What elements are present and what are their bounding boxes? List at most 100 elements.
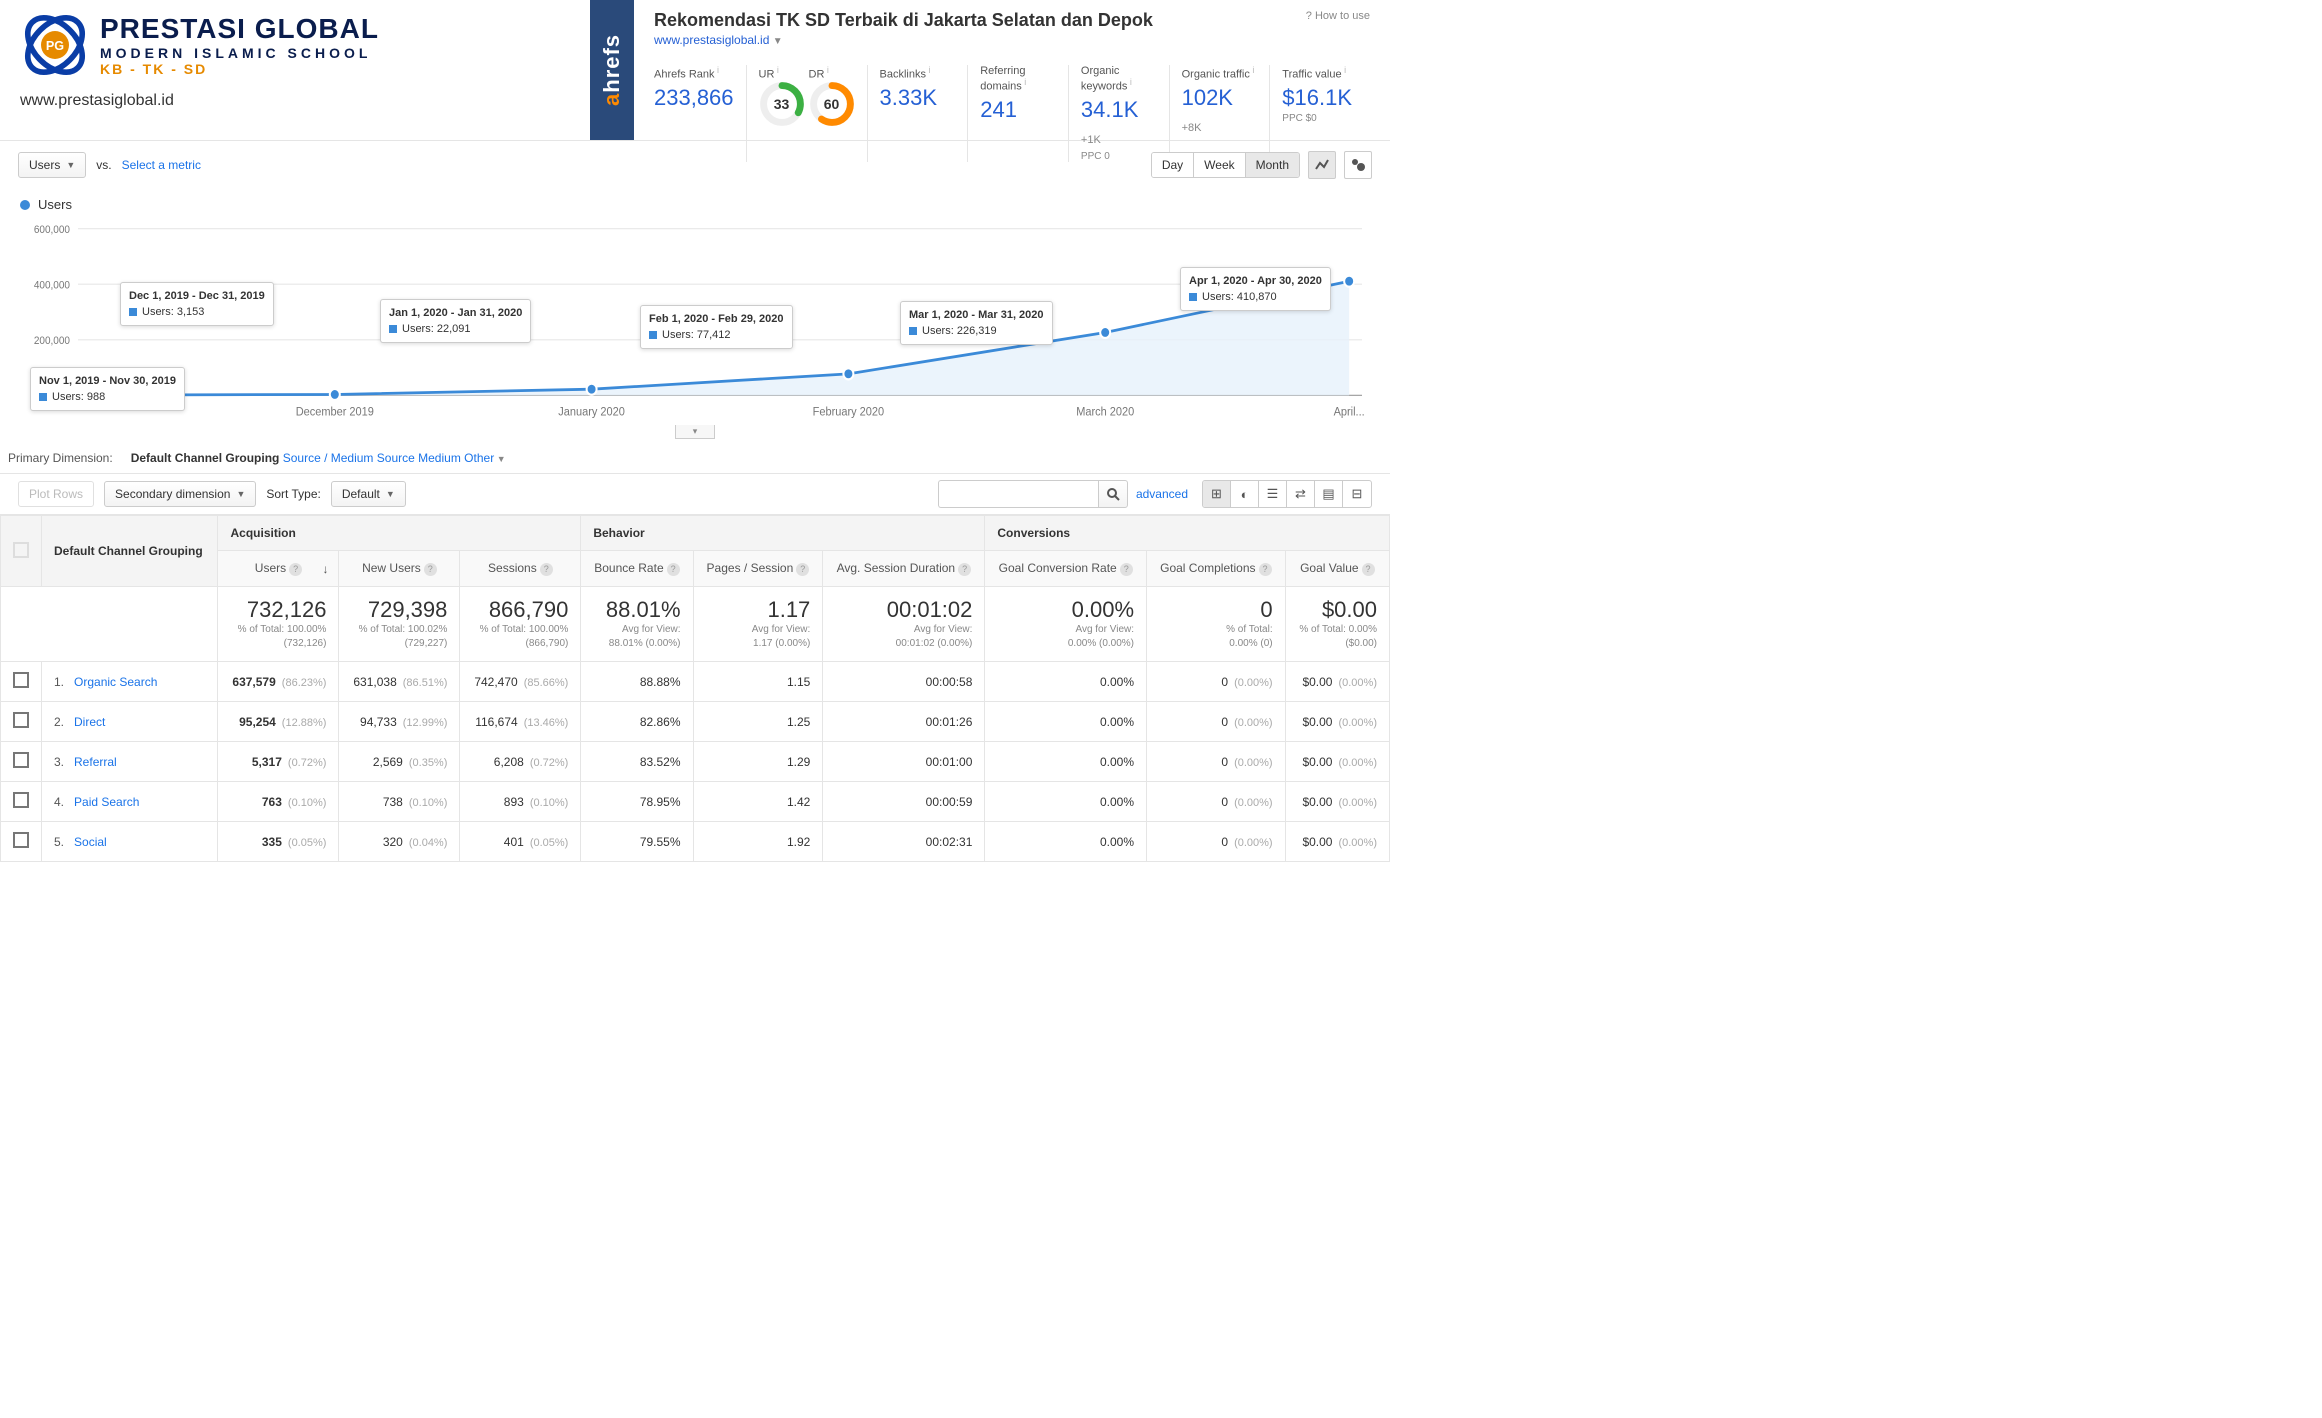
total-new_users: 729,398% of Total: 100.02%(729,227) — [339, 587, 460, 662]
cell-new-users: 738(0.10%) — [339, 782, 460, 822]
metric-label: Backlinks — [880, 69, 926, 81]
metric-selector-label: Users — [29, 158, 60, 172]
help-icon: ? — [1259, 563, 1272, 576]
metric-selector-button[interactable]: Users ▼ — [18, 152, 86, 178]
metric-delta: +8K — [1182, 122, 1202, 134]
view-pivot-icon[interactable]: ⊟ — [1343, 481, 1371, 507]
metric-delta: +1K — [1081, 134, 1101, 146]
cell-gv: $0.00(0.00%) — [1285, 702, 1389, 742]
metric-traffic: Organic traffic i 102K +8K — [1170, 65, 1271, 162]
motion-chart-icon[interactable] — [1344, 151, 1372, 179]
col-label: Sessions — [488, 561, 537, 575]
row-checkbox[interactable] — [1, 742, 42, 782]
table-search-button[interactable] — [1098, 480, 1128, 508]
cell-gcm: 0(0.00%) — [1147, 742, 1286, 782]
legend-label: Users — [38, 197, 72, 212]
group-conversions: Conversions — [985, 516, 1390, 551]
svg-text:400,000: 400,000 — [34, 279, 70, 292]
cell-duration: 00:02:31 — [823, 822, 985, 862]
granularity-day[interactable]: Day — [1152, 153, 1194, 177]
advanced-filter-link[interactable]: advanced — [1136, 487, 1188, 501]
cell-bounce: 88.88% — [581, 662, 693, 702]
totals-row: 732,126% of Total: 100.00%(732,126)729,3… — [1, 587, 1390, 662]
col-pps[interactable]: Pages / Session? — [693, 551, 823, 587]
channel-link[interactable]: Paid Search — [74, 795, 139, 809]
row-name-cell: 3.Referral — [42, 742, 218, 782]
col-sessions[interactable]: Sessions? — [460, 551, 581, 587]
row-name-cell: 5.Social — [42, 822, 218, 862]
channel-link[interactable]: Referral — [74, 755, 117, 769]
channel-link[interactable]: Direct — [74, 715, 105, 729]
dimension-default-channel-grouping[interactable]: Default Channel Grouping — [131, 451, 280, 465]
secondary-dim-label: Secondary dimension — [115, 487, 230, 501]
metric-label: Organic traffic — [1182, 69, 1250, 81]
row-checkbox[interactable] — [1, 822, 42, 862]
col-label: Users — [255, 561, 286, 575]
col-label: Goal Value — [1300, 561, 1358, 575]
col-duration[interactable]: Avg. Session Duration? — [823, 551, 985, 587]
cell-users: 5,317(0.72%) — [218, 742, 339, 782]
ur-donut: 33 — [759, 81, 805, 127]
line-chart-icon[interactable] — [1308, 151, 1336, 179]
col-goal-completions[interactable]: Goal Completions? — [1147, 551, 1286, 587]
cell-bounce: 83.52% — [581, 742, 693, 782]
row-checkbox[interactable] — [1, 662, 42, 702]
col-label: New Users — [362, 561, 421, 575]
ahrefs-url-link[interactable]: www.prestasiglobal.id ▼ — [654, 33, 1153, 47]
table-search-input[interactable] — [938, 480, 1098, 508]
col-label: Pages / Session — [707, 561, 794, 575]
col-dimension-label: Default Channel Grouping — [54, 544, 203, 558]
page-header: PG PRESTASI GLOBAL MODERN ISLAMIC SCHOOL… — [0, 0, 1390, 140]
granularity-month[interactable]: Month — [1246, 153, 1299, 177]
plot-rows-button[interactable]: Plot Rows — [18, 481, 94, 507]
secondary-dimension-button[interactable]: Secondary dimension ▼ — [104, 481, 256, 507]
info-icon: i — [824, 65, 829, 75]
row-checkbox[interactable] — [1, 782, 42, 822]
cell-gcr: 0.00% — [985, 742, 1147, 782]
col-label: Bounce Rate — [594, 561, 663, 575]
help-icon: ? — [1120, 563, 1133, 576]
col-goal-cr[interactable]: Goal Conversion Rate? — [985, 551, 1147, 587]
chart-tooltip: Nov 1, 2019 - Nov 30, 2019Users: 988 — [30, 367, 185, 411]
dimension-medium[interactable]: Medium — [418, 451, 461, 465]
total-gcm: 0% of Total:0.00% (0) — [1147, 587, 1286, 662]
col-goal-value[interactable]: Goal Value? — [1285, 551, 1389, 587]
total-gv: $0.00% of Total: 0.00%($0.00) — [1285, 587, 1389, 662]
col-new-users[interactable]: New Users? — [339, 551, 460, 587]
dimension-source-medium[interactable]: Source / Medium — [283, 451, 374, 465]
col-dimension-header: Default Channel Grouping — [42, 516, 218, 587]
table-row: 1.Organic Search 637,579(86.23%) 631,038… — [1, 662, 1390, 702]
chart-tooltip: Mar 1, 2020 - Mar 31, 2020Users: 226,319 — [900, 301, 1053, 345]
sort-type-button[interactable]: Default ▼ — [331, 481, 406, 507]
total-users: 732,126% of Total: 100.00%(732,126) — [218, 587, 339, 662]
legend-users: Users — [18, 193, 1372, 222]
col-users[interactable]: Users?↓ — [218, 551, 339, 587]
dimension-source[interactable]: Source — [377, 451, 415, 465]
svg-text:PG: PG — [46, 39, 64, 53]
channel-link[interactable]: Social — [74, 835, 107, 849]
how-to-use-link[interactable]: ? How to use — [1306, 10, 1370, 22]
view-term-cloud-icon[interactable]: ▤ — [1315, 481, 1343, 507]
header-checkbox[interactable] — [1, 516, 42, 587]
metric-value: 3.33K — [880, 85, 956, 111]
svg-text:600,000: 600,000 — [34, 224, 70, 237]
total-bounce: 88.01%Avg for View:88.01% (0.00%) — [581, 587, 693, 662]
granularity-week[interactable]: Week — [1194, 153, 1245, 177]
view-bars-icon[interactable]: ☰ — [1259, 481, 1287, 507]
col-bounce[interactable]: Bounce Rate? — [581, 551, 693, 587]
view-comparison-icon[interactable]: ⇄ — [1287, 481, 1315, 507]
expand-chart-handle[interactable]: ▾ — [675, 425, 715, 439]
help-icon: ? — [289, 563, 302, 576]
row-checkbox[interactable] — [1, 702, 42, 742]
view-table-icon[interactable]: ⊞ — [1203, 481, 1231, 507]
primary-dimension-bar: Primary Dimension: Default Channel Group… — [0, 439, 1390, 473]
metric-value: $16.1K — [1282, 85, 1358, 111]
select-metric-link[interactable]: Select a metric — [122, 158, 201, 172]
row-name-cell: 2.Direct — [42, 702, 218, 742]
help-icon: ? — [1362, 563, 1375, 576]
channel-link[interactable]: Organic Search — [74, 675, 157, 689]
dimension-other[interactable]: Other ▼ — [464, 451, 505, 465]
view-pie-icon[interactable]: ◐ — [1231, 481, 1259, 507]
vs-label: vs. — [96, 158, 111, 172]
cell-new-users: 320(0.04%) — [339, 822, 460, 862]
